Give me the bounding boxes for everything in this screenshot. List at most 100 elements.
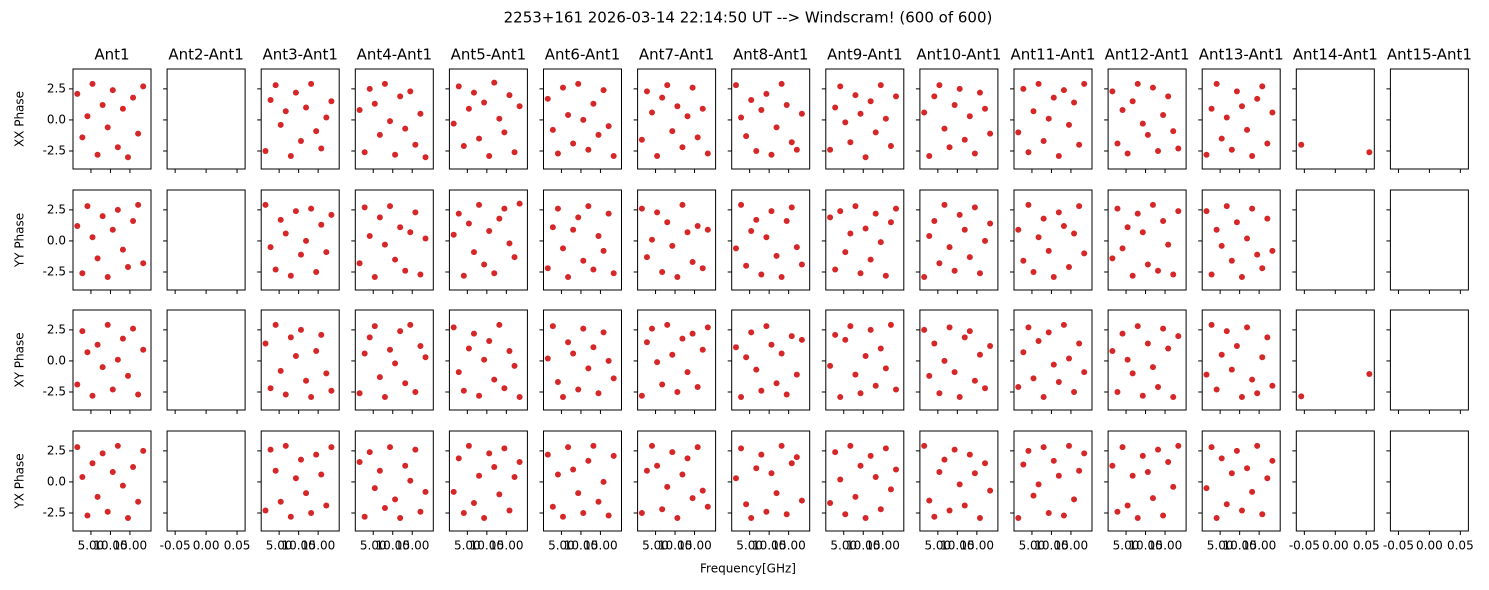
- data-point: [793, 146, 800, 153]
- data-point: [669, 128, 676, 135]
- x-tick-label: 15.00: [1054, 539, 1088, 553]
- data-point: [590, 344, 597, 351]
- data-point: [496, 491, 503, 498]
- data-point: [130, 94, 137, 101]
- data-point: [971, 204, 978, 211]
- data-point: [476, 135, 483, 142]
- data-point: [470, 89, 477, 96]
- x-tick-label: 10.00: [564, 539, 598, 553]
- data-point: [1076, 467, 1083, 474]
- data-point: [669, 449, 676, 456]
- data-point: [694, 444, 701, 451]
- data-point: [328, 387, 335, 394]
- data-point: [842, 511, 849, 518]
- data-point: [1071, 230, 1078, 237]
- data-point: [595, 498, 602, 505]
- column-title: Ant8-Ant1: [733, 46, 808, 64]
- x-tick-label: 10.00: [752, 539, 786, 553]
- data-point: [124, 264, 131, 271]
- data-point: [877, 506, 884, 513]
- data-point: [511, 254, 518, 261]
- data-point: [788, 204, 795, 211]
- data-point: [689, 495, 696, 502]
- data-point: [1055, 209, 1062, 216]
- data-point: [1139, 120, 1146, 127]
- data-point: [1223, 114, 1230, 121]
- x-tick-label: 0.00: [193, 539, 220, 553]
- data-point: [893, 386, 899, 393]
- data-point: [140, 447, 147, 454]
- data-point: [699, 265, 706, 272]
- data-point: [1060, 87, 1067, 94]
- data-point: [376, 467, 383, 474]
- data-point: [580, 325, 587, 332]
- data-point: [659, 381, 666, 388]
- x-tick-label: 10.00: [940, 539, 974, 553]
- data-point: [926, 497, 933, 504]
- data-point: [549, 503, 556, 510]
- data-point: [743, 501, 750, 508]
- data-point: [277, 121, 284, 128]
- data-point: [921, 273, 928, 280]
- data-point: [946, 324, 953, 331]
- data-point: [1015, 384, 1022, 391]
- data-point: [748, 329, 755, 336]
- data-point: [267, 385, 274, 392]
- panel-frame: [1295, 430, 1375, 532]
- data-point: [356, 106, 363, 113]
- data-point: [89, 392, 96, 399]
- data-point: [323, 502, 330, 509]
- data-point: [506, 347, 513, 354]
- data-point: [887, 321, 894, 328]
- data-point: [758, 106, 765, 113]
- data-point: [1233, 447, 1240, 454]
- data-point: [1170, 393, 1177, 400]
- data-point: [397, 224, 404, 231]
- data-point: [94, 255, 101, 262]
- data-point: [971, 470, 978, 477]
- data-point: [575, 214, 582, 221]
- data-point: [689, 330, 696, 337]
- x-tick-label: 5.00: [924, 539, 951, 553]
- x-tick-label: 10.00: [93, 539, 127, 553]
- data-point: [1050, 273, 1057, 280]
- data-point: [921, 326, 928, 333]
- data-point: [982, 385, 989, 392]
- panel-frame: [448, 309, 528, 411]
- data-point: [694, 384, 701, 391]
- data-point: [852, 493, 859, 500]
- data-point: [361, 204, 368, 211]
- data-point: [941, 125, 948, 132]
- data-point: [1134, 323, 1141, 330]
- data-point: [1129, 370, 1136, 377]
- panel-frame: [637, 430, 717, 532]
- data-point: [516, 393, 523, 400]
- data-point: [79, 270, 86, 277]
- data-point: [130, 464, 137, 471]
- data-point: [743, 354, 750, 361]
- x-tick-label: 5.00: [1207, 539, 1234, 553]
- data-point: [460, 143, 467, 150]
- data-point: [1149, 495, 1156, 502]
- data-point: [1259, 83, 1266, 90]
- data-point: [407, 477, 414, 484]
- data-point: [753, 147, 760, 154]
- data-point: [470, 330, 477, 337]
- data-point: [580, 509, 587, 516]
- data-point: [516, 103, 523, 110]
- data-point: [732, 475, 739, 482]
- data-point: [1129, 472, 1136, 479]
- data-point: [381, 505, 388, 512]
- data-point: [104, 273, 111, 280]
- data-point: [798, 336, 805, 343]
- data-point: [832, 266, 839, 273]
- data-point: [643, 88, 650, 95]
- data-point: [1175, 442, 1182, 449]
- data-point: [936, 82, 943, 89]
- data-point: [732, 245, 739, 252]
- data-point: [837, 208, 844, 215]
- data-point: [862, 154, 869, 161]
- data-point: [417, 110, 424, 117]
- data-point: [862, 514, 869, 521]
- data-point: [1065, 355, 1072, 362]
